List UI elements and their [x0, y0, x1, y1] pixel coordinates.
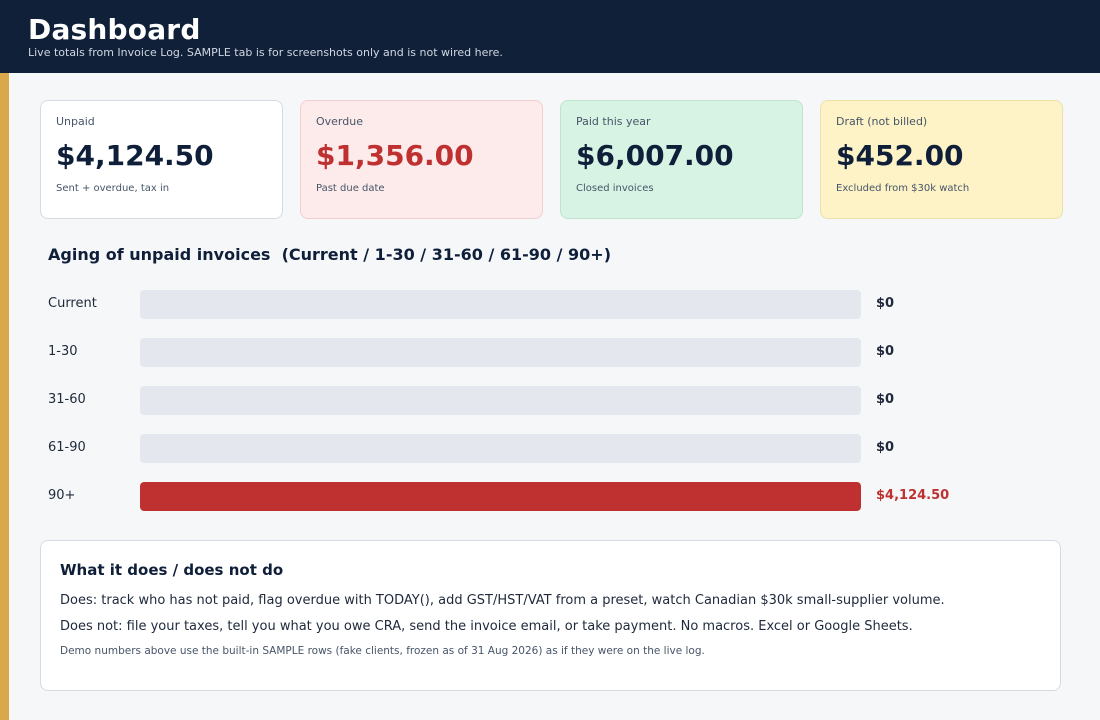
card-note: Sent + overdue, tax in: [56, 183, 170, 194]
footnote-text: Demo numbers above use the built-in SAMP…: [60, 645, 705, 657]
does-text: Does: track who has not paid, flag overd…: [60, 593, 945, 608]
aging-row-amount: $0: [876, 296, 895, 311]
header-bar: Dashboard Live totals from Invoice Log. …: [0, 0, 1100, 73]
card-value: $452.00: [836, 139, 964, 172]
page-title: Dashboard: [28, 13, 201, 46]
aging-row-90-plus: 90+ $4,124.50: [48, 482, 1008, 512]
aging-bar-track: [140, 290, 861, 319]
aging-row-61-90: 61-90 $0: [48, 434, 1008, 464]
paid-this-year-card: Paid this year $6,007.00 Closed invoices: [560, 100, 803, 219]
card-value: $1,356.00: [316, 139, 474, 172]
card-label: Draft (not billed): [836, 115, 928, 128]
aging-bar-fill: [140, 482, 861, 511]
aging-row-label: 1-30: [48, 344, 78, 359]
aging-section-title: Aging of unpaid invoices (Current / 1-30…: [48, 245, 611, 264]
unpaid-card: Unpaid $4,124.50 Sent + overdue, tax in: [40, 100, 283, 219]
card-note: Past due date: [316, 183, 385, 194]
page-subtitle: Live totals from Invoice Log. SAMPLE tab…: [28, 46, 503, 59]
card-label: Overdue: [316, 115, 363, 128]
aging-row-1-30: 1-30 $0: [48, 338, 1008, 368]
card-note: Excluded from $30k watch: [836, 183, 970, 194]
card-value: $6,007.00: [576, 139, 734, 172]
aging-row-amount: $0: [876, 344, 895, 359]
aging-bar-track: [140, 434, 861, 463]
card-value: $4,124.50: [56, 139, 214, 172]
aging-row-amount: $0: [876, 392, 895, 407]
info-panel: What it does / does not do Does: track w…: [40, 540, 1061, 691]
aging-row-amount: $0: [876, 440, 895, 455]
aging-row-label: 90+: [48, 488, 76, 503]
draft-card: Draft (not billed) $452.00 Excluded from…: [820, 100, 1063, 219]
aging-row-amount: $4,124.50: [876, 488, 950, 503]
aging-row-31-60: 31-60 $0: [48, 386, 1008, 416]
aging-row-label: 31-60: [48, 392, 86, 407]
aging-bar-track: [140, 338, 861, 367]
accent-stripe: [0, 73, 9, 720]
card-note: Closed invoices: [576, 183, 654, 194]
overdue-card: Overdue $1,356.00 Past due date: [300, 100, 543, 219]
aging-bar-track: [140, 482, 861, 511]
aging-row-current: Current $0: [48, 290, 1008, 320]
card-label: Paid this year: [576, 115, 651, 128]
info-title: What it does / does not do: [60, 561, 284, 579]
does-not-text: Does not: file your taxes, tell you what…: [60, 619, 913, 634]
aging-row-label: 61-90: [48, 440, 86, 455]
aging-row-label: Current: [48, 296, 97, 311]
card-label: Unpaid: [56, 115, 95, 128]
aging-bar-track: [140, 386, 861, 415]
